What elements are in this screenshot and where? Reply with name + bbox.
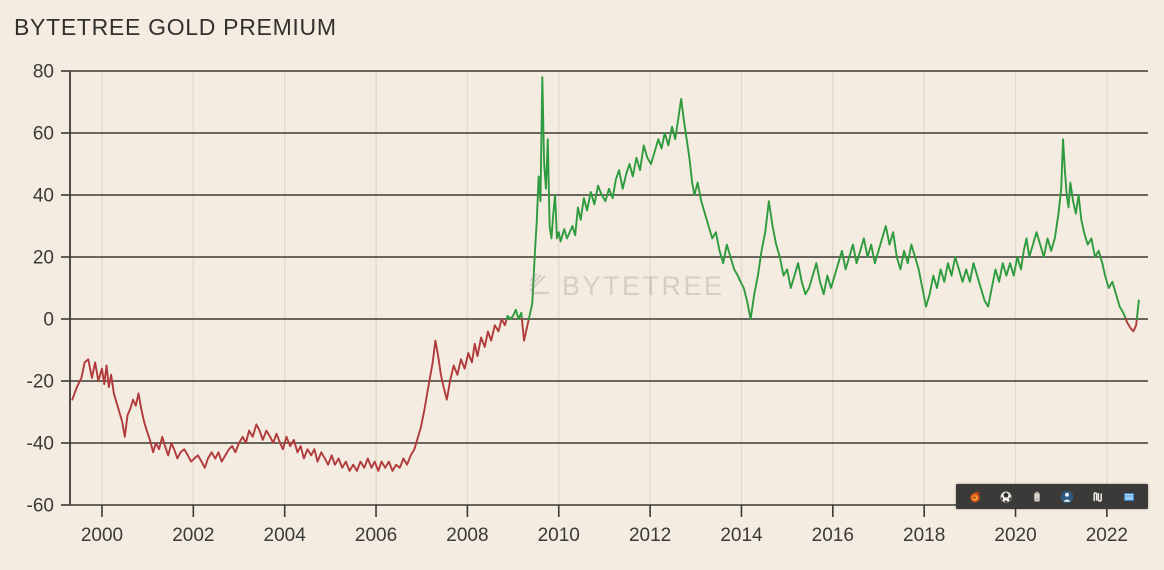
y-tick-label: 0 xyxy=(43,310,54,331)
y-axis-ticks xyxy=(61,70,70,506)
window-icon[interactable] xyxy=(1121,489,1136,504)
x-tick-label: 2006 xyxy=(355,525,397,546)
y-tick-label: -60 xyxy=(27,496,54,517)
x-axis-labels: 2000 2002 2004 2006 2008 2010 2012 2014 2016 2018… xyxy=(81,525,1128,546)
y-tick-label: 80 xyxy=(33,62,54,83)
y-tick-label: -40 xyxy=(27,434,54,455)
soccer-ball-icon[interactable] xyxy=(998,489,1013,504)
vertical-gridlines xyxy=(101,71,1108,505)
x-tick-label: 2020 xyxy=(994,525,1036,546)
y-tick-label: 60 xyxy=(33,124,54,145)
floating-toolbar[interactable] xyxy=(956,484,1148,509)
y-tick-label: 40 xyxy=(33,186,54,207)
x-tick-label: 2002 xyxy=(172,525,214,546)
x-tick-label: 2008 xyxy=(446,525,488,546)
horizontal-gridlines xyxy=(70,70,1148,506)
y-axis-labels: 80 60 40 20 0 -20 -40 -60 xyxy=(27,62,54,517)
firefox-icon[interactable] xyxy=(968,489,983,504)
x-tick-label: 2022 xyxy=(1086,525,1128,546)
x-tick-label: 2004 xyxy=(264,525,307,546)
x-tick-label: 2000 xyxy=(81,525,123,546)
x-tick-label: 2012 xyxy=(629,525,671,546)
usb-drive-icon[interactable] xyxy=(1029,489,1044,504)
y-tick-label: 20 xyxy=(33,248,54,269)
x-tick-label: 2014 xyxy=(720,525,763,546)
y-tick-label: -20 xyxy=(27,372,54,393)
x-tick-label: 2010 xyxy=(538,525,580,546)
x-tick-label: 2018 xyxy=(903,525,945,546)
squiggle-icon[interactable] xyxy=(1090,489,1105,504)
x-tick-label: 2016 xyxy=(812,525,854,546)
person-icon[interactable] xyxy=(1060,489,1075,504)
page-title: BYTETREE GOLD PREMIUM xyxy=(14,14,337,40)
data-series xyxy=(71,76,1140,472)
